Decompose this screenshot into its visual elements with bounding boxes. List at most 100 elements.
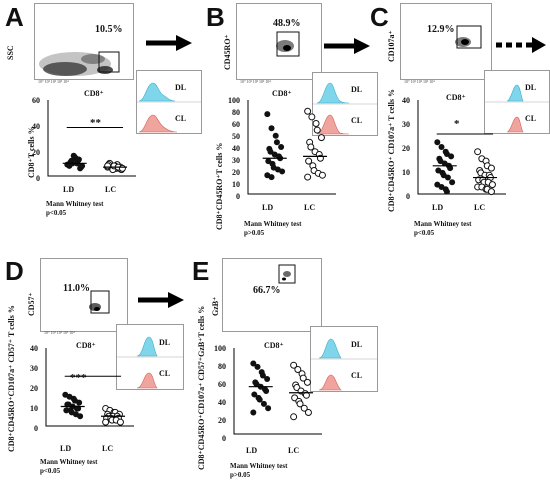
data-point xyxy=(296,400,304,408)
data-point xyxy=(312,120,320,127)
data-point xyxy=(447,165,454,172)
axis-line xyxy=(47,100,136,177)
x-marker: CD8⁺ xyxy=(264,341,284,350)
y-tick: 40 xyxy=(30,344,38,353)
data-point xyxy=(300,404,308,412)
histogram xyxy=(117,336,183,389)
y-tick: 0 xyxy=(34,424,38,433)
y-tick: 60 xyxy=(218,380,226,389)
y-tick: 40 xyxy=(218,398,226,407)
flow-plot: 12.9% xyxy=(400,3,492,80)
data-point xyxy=(444,174,451,181)
data-point xyxy=(290,413,298,421)
y-marker: CD45RO⁺ xyxy=(223,34,232,70)
data-point xyxy=(294,366,302,373)
x-ticks: 10⁰ 10¹ 10² 10³ 10⁴ xyxy=(38,79,69,84)
hist-label-bottom: CL xyxy=(175,114,187,123)
data-point xyxy=(487,188,495,196)
scatter-plot xyxy=(47,100,136,177)
data-point xyxy=(104,162,112,170)
significance-marker: * xyxy=(454,118,460,130)
p-value: p<0.05 xyxy=(414,229,435,237)
data-point xyxy=(307,143,315,151)
axis-line xyxy=(45,348,134,427)
data-point xyxy=(264,111,271,118)
y-marker: SSC xyxy=(6,45,15,60)
y-tick: 0 xyxy=(36,174,40,183)
data-point xyxy=(304,409,312,416)
axis-line xyxy=(247,100,336,195)
data-point xyxy=(474,148,482,156)
data-point xyxy=(264,375,271,382)
data-point xyxy=(443,188,450,195)
x-ticks: 10⁰ 10¹ 10² 10³ 10⁴ xyxy=(240,79,271,84)
x-marker: CD8⁺ xyxy=(446,93,466,102)
histogram xyxy=(485,84,549,133)
y-tick: 20 xyxy=(218,416,226,425)
histogram-inset: DL CL xyxy=(136,70,202,134)
y-tick: 60 xyxy=(32,96,40,105)
y-tick: 80 xyxy=(232,108,240,117)
data-point xyxy=(265,158,272,165)
y-tick: 40 xyxy=(32,122,40,131)
x-group-label: LD xyxy=(246,446,258,455)
data-point xyxy=(265,405,272,412)
histogram-inset: DL CL xyxy=(310,326,378,392)
data-point xyxy=(449,179,456,186)
scatter-plot xyxy=(247,100,336,195)
data-point xyxy=(448,153,455,160)
data-point xyxy=(438,144,445,150)
y-tick: 20 xyxy=(30,384,38,393)
data-point xyxy=(70,152,77,159)
flow-plot: 48.9% xyxy=(236,3,322,80)
data-point xyxy=(259,372,266,379)
hist-label-top: DL xyxy=(351,340,363,349)
panel-letter: D xyxy=(5,256,24,286)
histogram xyxy=(137,82,201,133)
data-point xyxy=(118,164,126,172)
data-point xyxy=(487,164,495,172)
density-plot xyxy=(276,31,300,57)
p-value: p>0.05 xyxy=(230,471,251,479)
y-tick: 30 xyxy=(30,364,38,373)
y-tick: 10 xyxy=(402,168,410,177)
y-marker: GzB⁺ xyxy=(211,296,220,316)
x-group-label: LC xyxy=(304,203,316,212)
x-group-label: LC xyxy=(474,203,486,212)
data-point xyxy=(308,113,316,121)
density-plot xyxy=(278,264,296,284)
x-marker: CD8⁺ xyxy=(84,89,104,98)
density-plot xyxy=(455,25,482,49)
panel-letter: C xyxy=(370,2,389,32)
x-marker: CD8⁺ xyxy=(272,89,292,98)
y-tick: 0 xyxy=(406,192,410,201)
x-group-label: LC xyxy=(105,185,117,194)
histogram xyxy=(311,338,377,391)
data-point xyxy=(278,144,285,150)
y-tick: 30 xyxy=(402,120,410,129)
gate-percentage: 11.0% xyxy=(63,283,90,294)
arrow-icon xyxy=(146,35,192,51)
y-tick: 50 xyxy=(232,132,240,141)
data-point xyxy=(488,181,496,189)
y-tick: 0 xyxy=(236,192,240,201)
y-axis-label: CD8⁺CD45RO⁺CD107a⁺ CD57⁺GzB⁺T cells % xyxy=(197,305,206,470)
data-point xyxy=(260,400,267,407)
data-point xyxy=(254,363,261,370)
p-value: p<0.05 xyxy=(46,209,67,217)
axis-line xyxy=(233,348,322,435)
flow-plot: 11.0% xyxy=(40,258,128,332)
y-tick: 20 xyxy=(32,148,40,157)
x-group-label: LD xyxy=(60,444,72,453)
y-tick: 30 xyxy=(232,156,240,165)
y-tick: 10 xyxy=(30,404,38,413)
data-point xyxy=(434,139,441,146)
data-point xyxy=(290,361,298,369)
gate-percentage: 10.5% xyxy=(95,24,123,35)
data-point xyxy=(79,162,86,169)
p-value: p<0.05 xyxy=(40,467,61,475)
panel-letter: E xyxy=(192,256,210,286)
dashed-arrow-icon xyxy=(496,37,546,53)
data-point xyxy=(263,388,270,394)
x-group-label: LD xyxy=(63,185,75,194)
